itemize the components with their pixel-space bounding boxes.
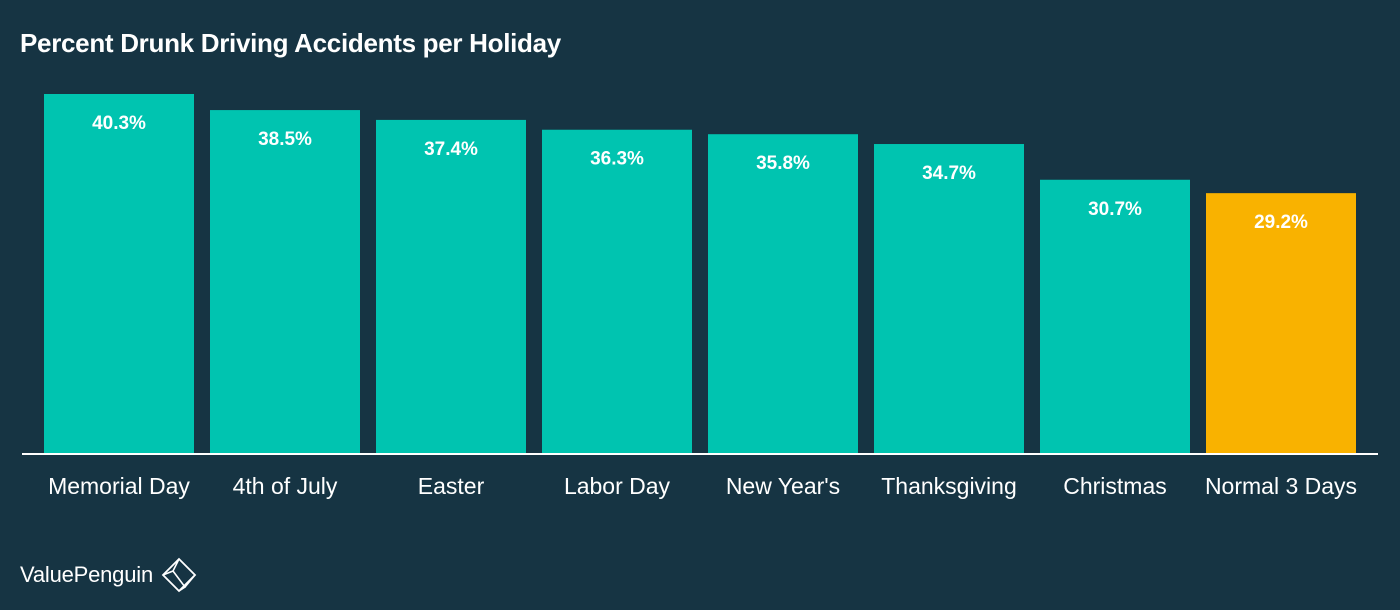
bar-chart: 40.3% Memorial Day 38.5% 4th of July 37.4% Ea… (22, 94, 1378, 499)
data-label: 37.4% (424, 139, 478, 160)
x-tick-label: Normal 3 Days (1205, 473, 1357, 499)
penguin-diamond-logo-icon (161, 557, 197, 593)
bar-easter (376, 119, 526, 455)
bar-labor-day (542, 129, 692, 455)
x-tick-label: Easter (418, 473, 485, 499)
bar-memorial-day (44, 94, 194, 454)
data-label: 34.7% (922, 163, 976, 184)
data-label: 38.5% (258, 129, 312, 150)
data-label: 35.8% (756, 153, 810, 174)
x-tick-label: 4th of July (233, 473, 338, 499)
brand-footer: ValuePenguin (20, 557, 197, 593)
x-tick-label: Thanksgiving (881, 473, 1017, 499)
chart-title: Percent Drunk Driving Accidents per Holi… (20, 28, 561, 58)
bar-4th-of-july (210, 110, 360, 454)
data-label: 40.3% (92, 113, 146, 134)
x-tick-label: Christmas (1063, 473, 1167, 499)
bar-christmas (1040, 179, 1190, 454)
data-label: 36.3% (590, 149, 644, 170)
brand-name: ValuePenguin (20, 562, 153, 587)
labels-layer: 40.3% Memorial Day 38.5% 4th of July 37.4% Ea… (48, 113, 1357, 499)
x-tick-label: Memorial Day (48, 473, 190, 499)
data-label: 29.2% (1254, 212, 1308, 233)
bars-layer (44, 94, 1356, 455)
x-tick-label: New Year's (726, 473, 840, 499)
bar-thanksgiving (874, 144, 1024, 454)
bar-normal-3-days (1206, 193, 1356, 455)
data-label: 30.7% (1088, 199, 1142, 220)
x-tick-label: Labor Day (564, 473, 671, 499)
bar-new-year-s (708, 134, 858, 454)
